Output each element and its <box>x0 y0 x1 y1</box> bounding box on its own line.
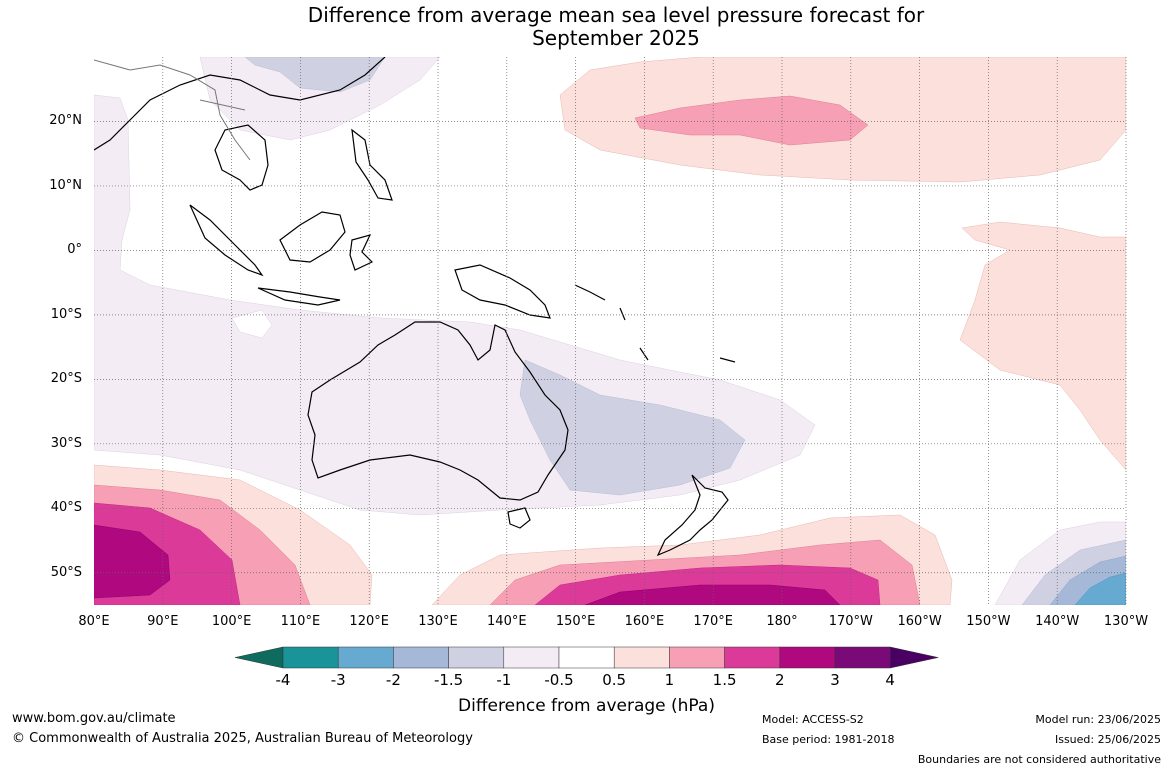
borneo-outline <box>279 211 346 263</box>
latitude-label: 40°S <box>50 500 82 516</box>
latitude-label: 50°S <box>50 564 82 580</box>
longitude-label: 170°W <box>828 614 873 629</box>
latitude-label: 0° <box>67 242 82 258</box>
longitude-label: 180° <box>766 614 798 629</box>
sulawesi-outline <box>349 234 374 271</box>
longitude-label: 130°W <box>1103 614 1149 629</box>
colorbar-tick-label: -0.5 <box>544 671 574 689</box>
longitude-label: 150°W <box>966 614 1011 629</box>
asia-mainland-outline <box>94 57 386 191</box>
colorbar-tick-label: -3 <box>330 671 346 689</box>
longitude-label: 140°E <box>487 614 527 629</box>
java-outline <box>257 287 341 306</box>
australia-outline <box>307 321 569 501</box>
borders <box>94 59 251 161</box>
longitude-label: 110°E <box>280 614 321 629</box>
anomaly-region-purple-sw <box>94 524 171 599</box>
new-guinea-outline <box>454 264 551 319</box>
longitude-label: 100°E <box>211 614 252 629</box>
latitude-label: 10°N <box>49 177 82 193</box>
latitude-label: 20°S <box>50 371 82 387</box>
colorbar-swatch <box>669 646 725 669</box>
latitude-label: 30°S <box>50 435 82 451</box>
map-title: Difference from average mean sea level p… <box>0 4 1173 50</box>
colorbar-swatch <box>724 646 781 669</box>
anomaly-region-blue-grey <box>519 359 746 496</box>
anomaly-region-lavender-north <box>199 57 441 141</box>
colorbar-tick-label: -1 <box>496 671 512 689</box>
latitude-label: 10°S <box>50 306 82 322</box>
philippines-outline <box>351 128 393 201</box>
coastlines <box>94 57 736 557</box>
tasmania-outline <box>507 507 531 529</box>
colorbar-tick-label: -2 <box>385 671 401 689</box>
longitude-label: 130°E <box>418 614 458 629</box>
graticule <box>94 57 1127 605</box>
colorbar-swatch <box>282 646 339 669</box>
longitude-label: 170°E <box>693 614 733 629</box>
issued-date: Issued: 25/06/2025 <box>1054 733 1161 746</box>
model-run-date: Model run: 23/06/2025 <box>1035 713 1161 726</box>
solomon-vanuatu-outline <box>574 284 736 363</box>
colorbar <box>234 646 939 669</box>
anomaly-region-blue-se <box>1074 572 1126 605</box>
longitude-label: 150°E <box>555 614 596 629</box>
anomaly-region-peach-east <box>959 221 1126 471</box>
base-period: Base period: 1981-2018 <box>762 733 895 746</box>
anomaly-region-purple-south <box>584 584 841 605</box>
colorbar-swatch <box>834 646 891 669</box>
anomaly-region-pink-north <box>634 95 869 146</box>
colorbar-extend-high <box>889 646 939 669</box>
colorbar-tick-label: 1 <box>664 671 675 689</box>
title-line-2: September 2025 <box>532 26 700 50</box>
website-link[interactable]: www.bom.gov.au/climate <box>12 711 176 726</box>
colorbar-tick-label: 2 <box>775 671 785 689</box>
colorbar-swatch <box>503 646 560 669</box>
colorbar-tick-label: 0.5 <box>602 671 627 689</box>
longitude-label: 160°W <box>897 614 942 629</box>
boundaries-disclaimer: Boundaries are not considered authoritat… <box>917 753 1161 766</box>
colorbar-swatch <box>613 646 670 669</box>
longitude-label: 80°E <box>78 614 110 629</box>
colorbar-label: Difference from average (hPa) <box>458 696 715 716</box>
colorbar-swatch <box>337 646 394 669</box>
colorbar-tick-label: 4 <box>885 671 895 689</box>
colorbar-swatch <box>393 646 449 669</box>
colorbar-tick-label: 1.5 <box>712 671 737 689</box>
asia-borders <box>94 59 251 161</box>
longitude-label: 120°E <box>349 614 389 629</box>
colorbar-swatch <box>558 646 615 669</box>
title-line-1: Difference from average mean sea level p… <box>307 3 925 27</box>
longitude-label: 140°W <box>1035 614 1080 629</box>
anomaly-fields <box>94 57 1126 605</box>
latitude-label: 20°N <box>49 113 82 129</box>
anomaly-region-blue-grey-north <box>244 57 386 93</box>
colorbar-swatch <box>779 646 836 669</box>
longitude-label: 90°E <box>147 614 179 629</box>
colorbar-tick-label: -4 <box>275 671 291 689</box>
colorbar-extend-low <box>234 646 284 669</box>
colorbar-tick-label: 3 <box>830 671 840 689</box>
sumatra-outline <box>189 204 264 277</box>
new-zealand-outline <box>656 474 729 557</box>
anomaly-region-hole <box>231 309 273 339</box>
longitude-label: 160°E <box>624 614 665 629</box>
colorbar-tick-label: -1.5 <box>433 671 464 689</box>
colorbar-swatch <box>448 646 505 669</box>
model-name: Model: ACCESS-S2 <box>762 713 864 726</box>
copyright-text: © Commonwealth of Australia 2025, Austra… <box>12 731 473 746</box>
